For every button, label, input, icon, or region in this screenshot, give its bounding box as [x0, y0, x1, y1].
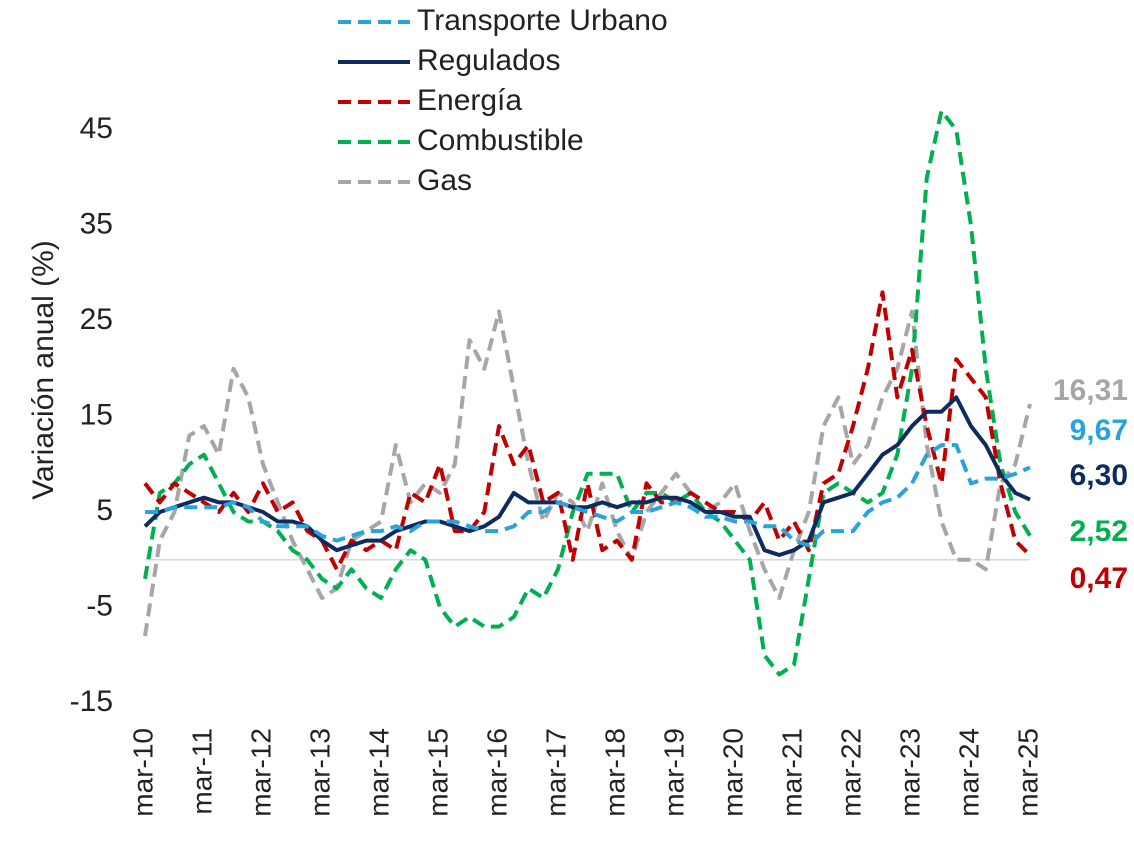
x-tick-label: mar-13	[304, 728, 335, 817]
x-tick-label: mar-21	[776, 728, 807, 817]
series-line	[145, 443, 1031, 548]
series-line	[143, 395, 1031, 557]
end-label: 6,30	[1070, 459, 1128, 492]
x-tick-label: mar-11	[186, 728, 217, 815]
x-tick-label: mar-25	[1012, 728, 1043, 817]
end-label: 0,47	[1070, 562, 1128, 595]
x-tick-label: mar-17	[540, 728, 571, 817]
legend-label: Transporte Urbano	[417, 4, 668, 37]
series-line	[143, 108, 1032, 677]
x-tick-label: mar-20	[717, 728, 748, 817]
legend-label: Combustible	[417, 124, 584, 157]
legend-label: Gas	[417, 164, 472, 197]
x-tick-label: mar-12	[245, 728, 276, 817]
x-tick-label: mar-15	[422, 728, 453, 817]
y-tick-label: 5	[96, 494, 113, 527]
y-tick-label: -15	[70, 685, 113, 718]
y-tick-label: 15	[80, 398, 113, 431]
x-tick-label: mar-23	[894, 728, 925, 817]
x-tick-label: mar-14	[363, 728, 394, 817]
end-label: 9,67	[1070, 414, 1128, 447]
end-label: 2,52	[1070, 515, 1128, 548]
legend-label: Energía	[417, 84, 522, 117]
series-line	[143, 309, 1032, 637]
legend-label: Regulados	[417, 44, 560, 77]
series-line	[143, 290, 1032, 572]
x-tick-label: mar-19	[658, 728, 689, 817]
y-tick-label: 45	[80, 112, 113, 145]
y-axis-label: Variación anual (%)	[27, 240, 60, 500]
x-tick-label: mar-18	[599, 728, 630, 817]
y-tick-label: -5	[86, 589, 113, 622]
x-tick-label: mar-24	[953, 728, 984, 817]
x-tick-label: mar-22	[835, 728, 866, 817]
x-tick-label: mar-10	[127, 728, 158, 817]
end-label: 16,31	[1053, 374, 1128, 407]
y-tick-label: 25	[80, 303, 113, 336]
y-tick-label: 35	[80, 207, 113, 240]
x-tick-label: mar-16	[481, 728, 512, 817]
